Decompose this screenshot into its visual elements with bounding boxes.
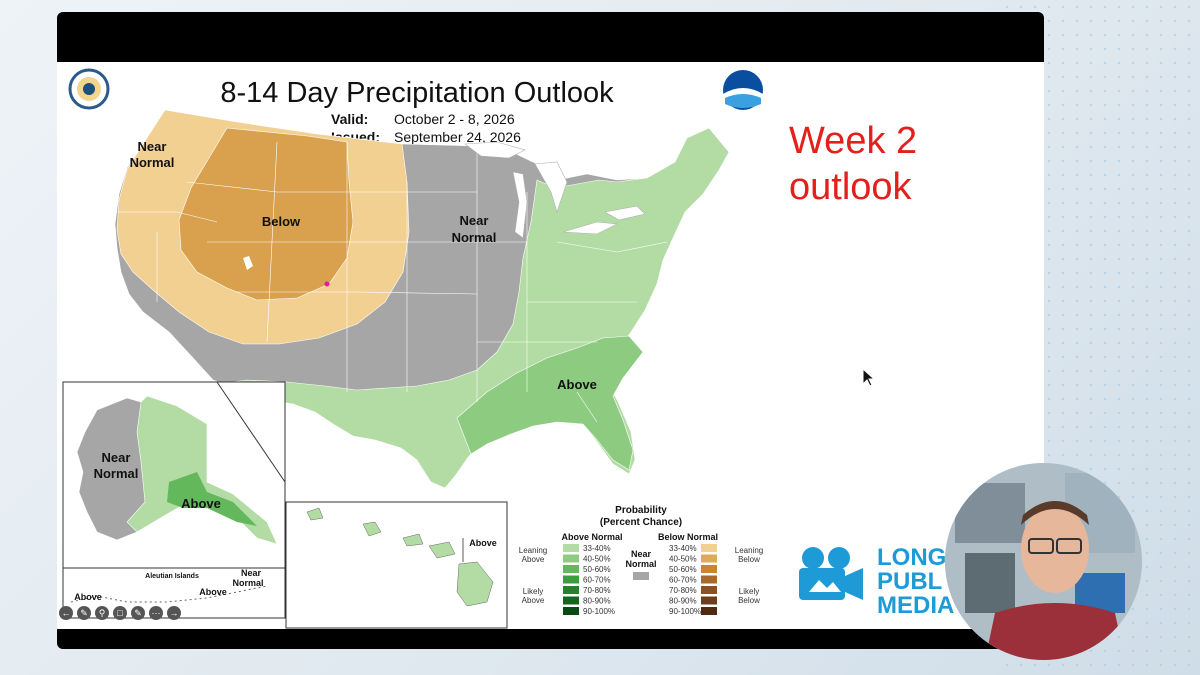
aleutian-near-normal-label-2: Normal [232, 578, 263, 588]
legend-above-swatch [563, 565, 579, 573]
alaska-near-normal-label-1: Near [102, 450, 131, 465]
legend-leaning-above-1: Leaning [519, 546, 547, 555]
slide: 8-14 Day Precipitation Outlook Valid: Oc… [57, 62, 1044, 629]
forward-arrow-icon[interactable]: → [167, 606, 181, 620]
brand-line-3: MEDIA [877, 592, 955, 619]
conus-below-40-region [178, 127, 354, 301]
aleutian-above-left-label: Above [74, 592, 102, 602]
slideshow-toolbar: ← ✎ ⚲ □ ✎ ⋯ → [57, 602, 181, 626]
state-boundaries [117, 141, 668, 423]
above-label: Above [557, 377, 597, 392]
legend-above-bin-label: 60-70% [583, 576, 611, 585]
legend-likely-below-2: Below [738, 596, 760, 605]
probability-legend: Probability (Percent Chance) Above Norma… [519, 505, 763, 616]
nw-near-normal-label-1: Near [138, 139, 167, 154]
legend-below-bin-label: 80-90% [669, 597, 697, 606]
legend-above-bin-label: 50-60% [583, 565, 611, 574]
legend-below-swatch [701, 565, 717, 573]
valid-value: October 2 - 8, 2026 [394, 111, 515, 127]
legend-above-header: Above Normal [561, 532, 622, 542]
aleutian-above-right-label: Above [199, 587, 227, 597]
annotation-line-2: outlook [789, 166, 912, 208]
legend-above-swatch [563, 554, 579, 563]
legend-below-bin-label: 50-60% [669, 565, 697, 574]
below-label: Below [262, 214, 301, 229]
legend-below-bin-label: 90-100% [669, 607, 701, 616]
legend-near-swatch [633, 572, 649, 580]
precipitation-outlook-map: 8-14 Day Precipitation Outlook Valid: Oc… [62, 68, 763, 629]
legend-near-header-2: Normal [625, 559, 656, 569]
map-title: 8-14 Day Precipitation Outlook [220, 77, 614, 109]
captions-icon[interactable]: □ [113, 606, 127, 620]
legend-near-header-1: Near [631, 549, 652, 559]
presenter-webcam [945, 463, 1142, 660]
legend-below-header: Below Normal [658, 532, 718, 542]
legend-above-swatch [563, 544, 579, 552]
legend-below-swatch [701, 575, 717, 584]
pen-icon[interactable]: ✎ [77, 606, 91, 620]
mouse-cursor-icon [862, 368, 876, 387]
alaska-above-50 [167, 472, 257, 526]
nw-near-normal-label-2: Normal [130, 155, 175, 170]
presenter-video [945, 463, 1142, 660]
commerce-seal-icon [68, 68, 110, 110]
legend-below-bin-label: 70-80% [669, 586, 697, 595]
legend-below-swatch [701, 544, 717, 552]
location-marker [324, 281, 330, 287]
conus-above-40-region [456, 335, 644, 471]
week-2-outlook-annotation: Week 2 outlook [789, 118, 1029, 210]
legend-leaning-below-2: Below [738, 555, 760, 564]
hawaii-inset: Above [285, 501, 508, 629]
brand-text: LONG PUBL MEDIA [877, 546, 954, 618]
legend-leaning-above-2: Above [522, 555, 545, 564]
legend-above-bin-label: 33-40% [583, 544, 611, 553]
great-lakes [464, 141, 646, 239]
legend-below-bin-label: 60-70% [669, 576, 697, 585]
annotation-line-1: Week 2 [789, 120, 918, 162]
edit-slide-icon[interactable]: ✎ [131, 606, 145, 620]
legend-likely-above-2: Above [522, 596, 545, 605]
aleutian-near-normal-label-1: Near [241, 568, 262, 578]
noaa-logo-icon [723, 70, 763, 110]
legend-above-swatch [563, 607, 579, 615]
legend-below-bin-label: 40-50% [669, 555, 697, 564]
legend-above-swatch [563, 586, 579, 594]
hawaii-above-label: Above [469, 538, 497, 548]
legend-below-swatch [701, 554, 717, 563]
alaska-above-label: Above [181, 496, 221, 511]
legend-below-swatch [701, 596, 717, 605]
legend-title-2: (Percent Chance) [600, 517, 682, 528]
legend-below-swatch [701, 586, 717, 594]
legend-below-swatch [701, 607, 717, 615]
great-salt-lake [243, 256, 253, 270]
legend-below-bin-label: 33-40% [669, 544, 697, 553]
legend-likely-above-1: Likely [523, 587, 543, 596]
central-near-normal-label-1: Near [460, 213, 489, 228]
brand-line-1: LONG [877, 544, 947, 571]
legend-above-bin-label: 40-50% [583, 555, 611, 564]
legend-above-swatch [563, 596, 579, 605]
legend-above-swatch [563, 575, 579, 584]
legend-above-bin-label: 90-100% [583, 607, 615, 616]
aleutian-islands-title: Aleutian Islands [145, 573, 199, 580]
legend-title-1: Probability [615, 505, 667, 516]
media-brand-logo: LONG PUBL MEDIA [795, 542, 1005, 622]
valid-label: Valid: [331, 111, 368, 127]
legend-likely-below-1: Likely [739, 587, 759, 596]
aleutian-chain [70, 585, 268, 603]
video-camera-icon [799, 547, 863, 600]
brand-line-2: PUBL [877, 568, 943, 595]
presentation-frame: 8-14 Day Precipitation Outlook Valid: Oc… [57, 12, 1044, 649]
central-near-normal-label-2: Normal [452, 230, 497, 245]
issued-value: September 24, 2026 [394, 129, 521, 145]
legend-leaning-below-1: Leaning [735, 546, 763, 555]
back-arrow-icon[interactable]: ← [59, 606, 73, 620]
alaska-inset: Near Normal Above Aleutian Islands Above… [62, 381, 286, 619]
legend-above-bin-label: 70-80% [583, 586, 611, 595]
more-icon[interactable]: ⋯ [149, 606, 163, 620]
legend-above-bin-label: 80-90% [583, 597, 611, 606]
alaska-near-normal-label-2: Normal [94, 466, 139, 481]
zoom-icon[interactable]: ⚲ [95, 606, 109, 620]
